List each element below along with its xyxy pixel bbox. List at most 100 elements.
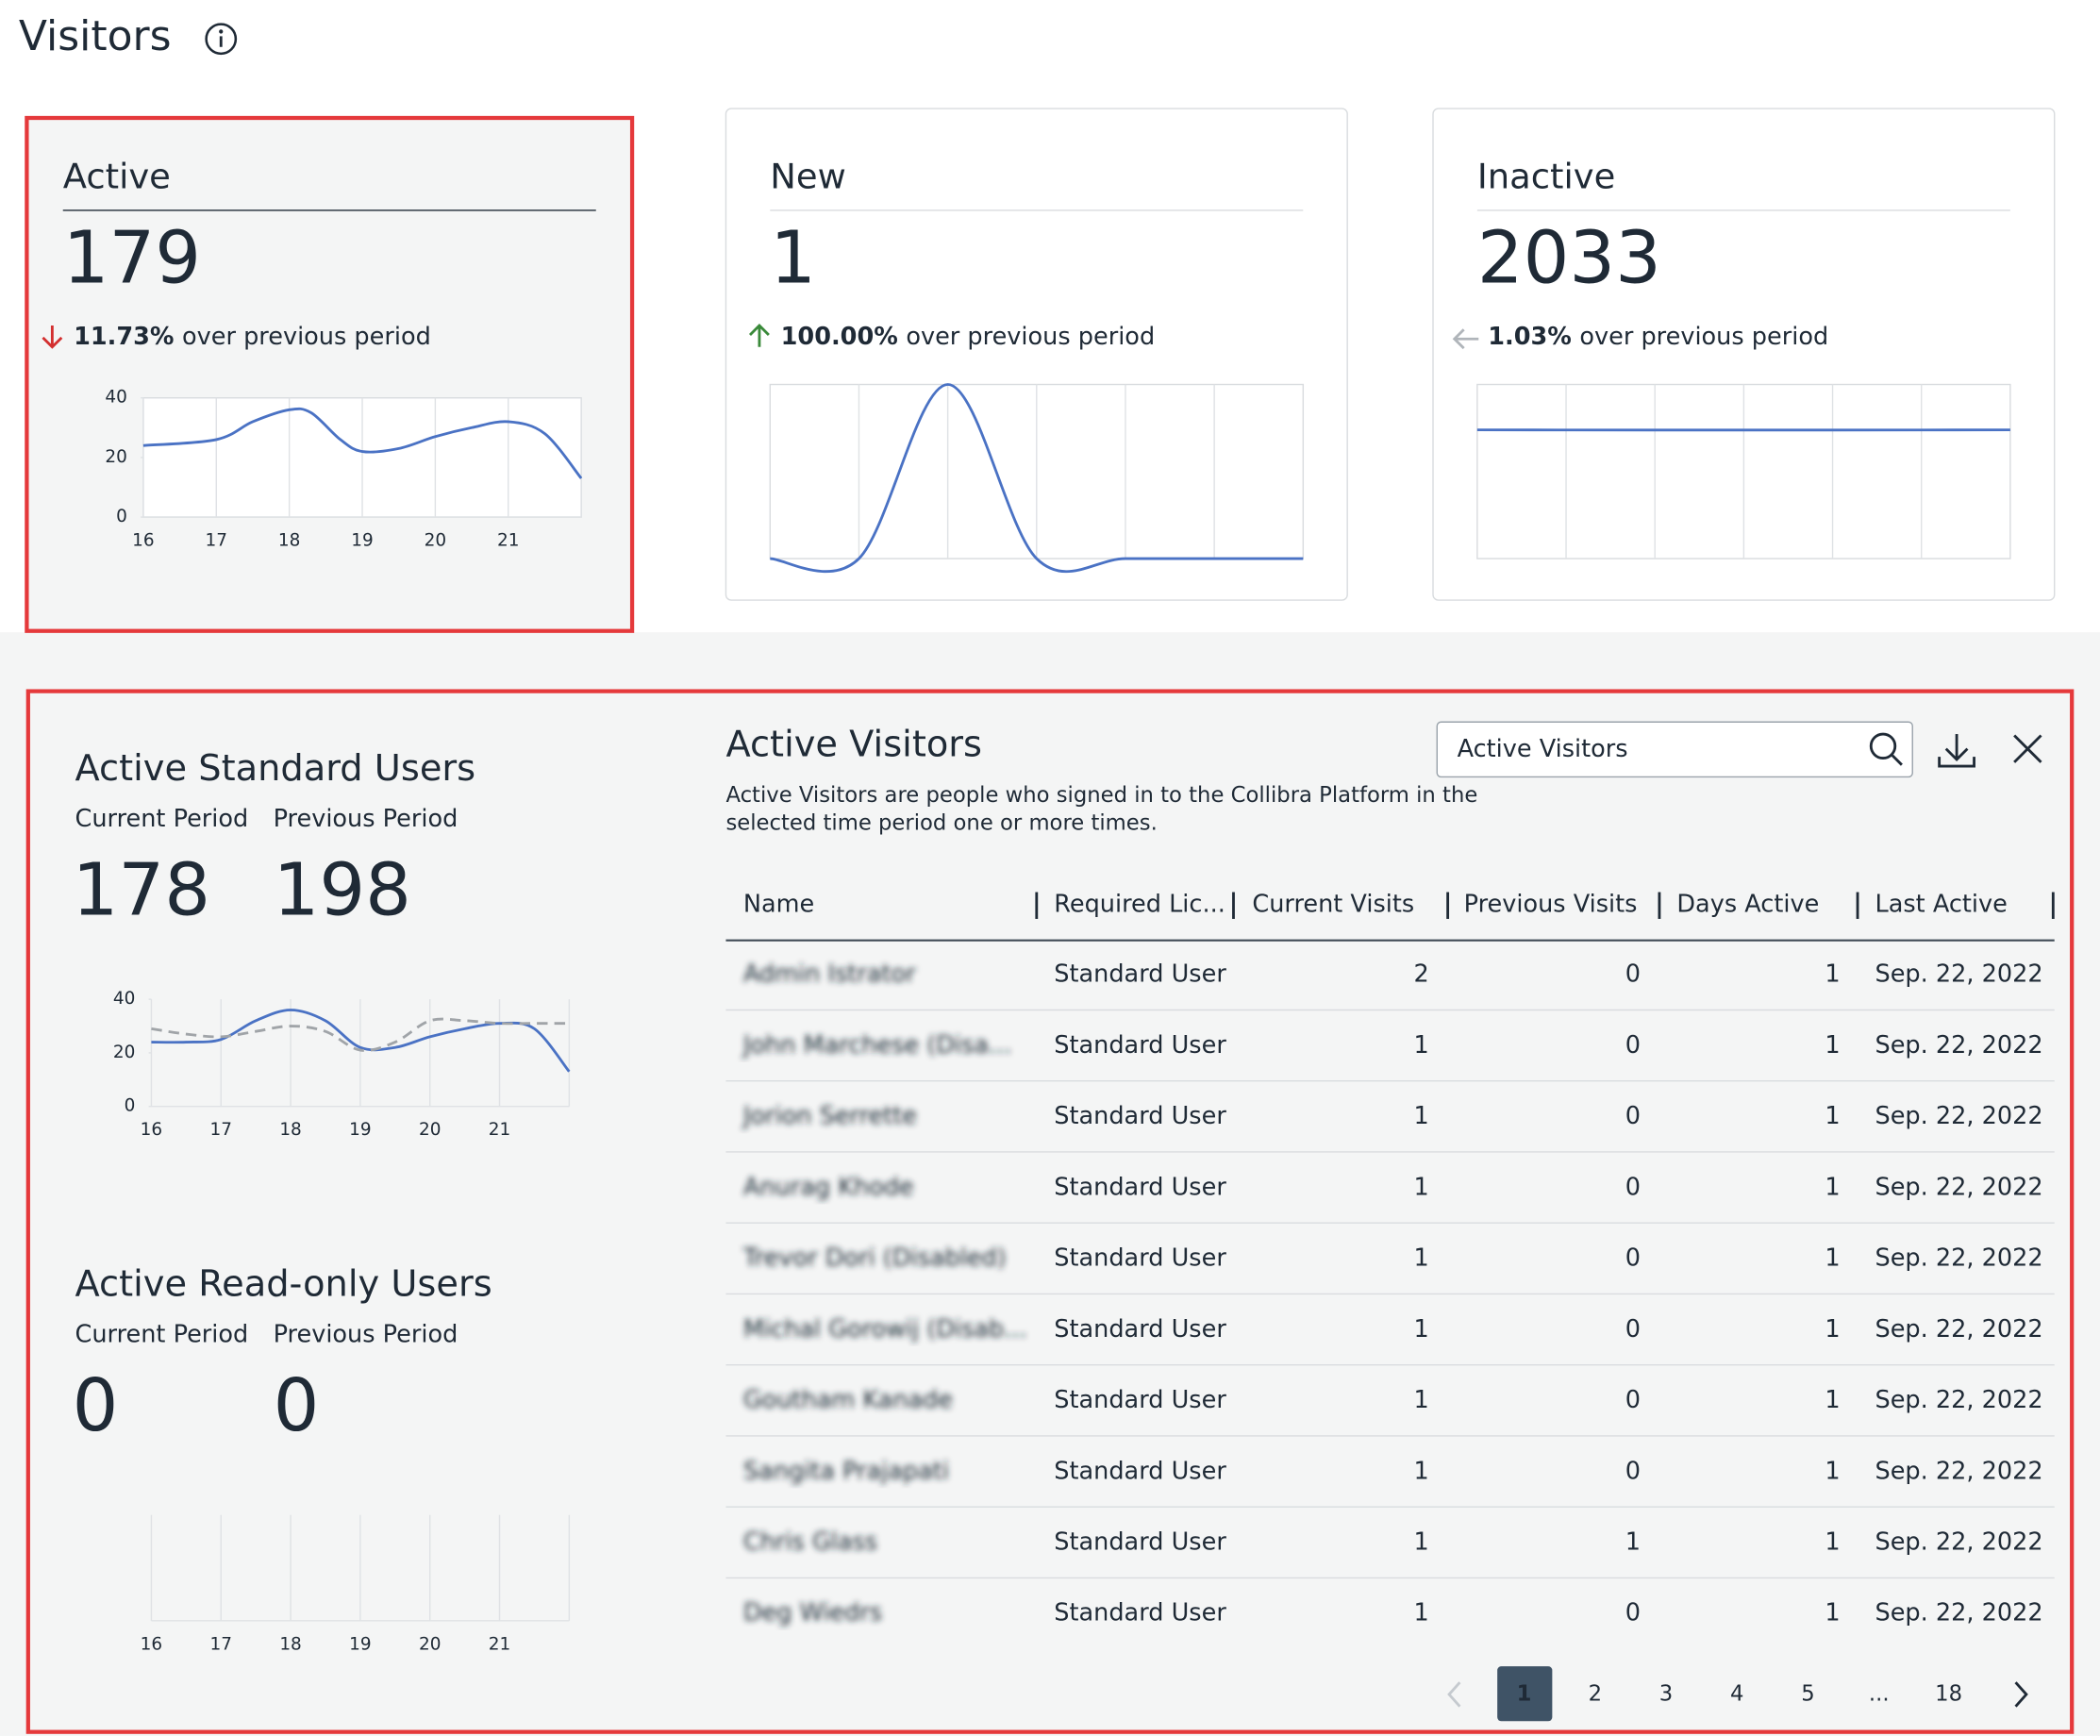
card-label: Inactive: [1477, 156, 1615, 196]
card-active[interactable]: [25, 115, 635, 633]
trend-arrow-up: [748, 324, 770, 347]
visitor-name: Michal Gorowij (Disab...: [743, 1315, 1027, 1344]
column-header: Days Active: [1676, 891, 1819, 919]
trend-arrow-down: [42, 326, 63, 349]
table-description: Active Visitors are people who signed in…: [725, 783, 1477, 808]
table-cell: Sep. 22, 2022: [1875, 1528, 2043, 1557]
table-cell: Sep. 22, 2022: [1875, 1457, 2043, 1485]
series-line: [142, 407, 583, 479]
visitor-name: Jorion Serrette: [742, 1102, 917, 1130]
column-header: Name: [743, 891, 814, 919]
column-header: Last Active: [1875, 891, 2008, 919]
current-value: 178: [73, 848, 210, 932]
change-text: over previous period: [1579, 323, 1828, 351]
page-number[interactable]: ...: [1869, 1681, 1890, 1706]
table-cell: 1: [1825, 1315, 1840, 1344]
card-label: New: [770, 156, 846, 196]
table-cell: 2: [1413, 960, 1428, 989]
previous-value: 198: [274, 848, 411, 932]
prev-page[interactable]: [1447, 1681, 1461, 1708]
download-icon[interactable]: [1938, 734, 1975, 768]
content: Visitors Active 179 11.73% over previous per…: [19, 12, 2055, 1708]
current-page-box[interactable]: [1497, 1666, 1553, 1722]
current-label: Current Period: [75, 1320, 249, 1348]
table-cell: Sep. 22, 2022: [1875, 1173, 2043, 1201]
y-tick-label: 20: [113, 1043, 135, 1062]
table-cell: 1: [1413, 1031, 1428, 1060]
table-cell: Sep. 22, 2022: [1875, 1386, 2043, 1414]
table-cell: 1: [1413, 1173, 1428, 1201]
table-cell: 1: [1413, 1457, 1428, 1485]
table-cell: Standard User: [1054, 1315, 1226, 1344]
current-value: 0: [73, 1364, 119, 1448]
series-line: [151, 1017, 570, 1052]
table-cell: 0: [1625, 1386, 1641, 1414]
search-box[interactable]: [1436, 721, 1913, 778]
table-cell: 0: [1625, 1315, 1641, 1344]
table-cell: 0: [1625, 1599, 1641, 1628]
table-cell: Sep. 22, 2022: [1875, 1102, 2043, 1130]
table-cell: Standard User: [1054, 1386, 1226, 1414]
table-cell: Standard User: [1054, 1457, 1226, 1485]
table-cell: 1: [1413, 1244, 1428, 1273]
table-cell: 1: [1825, 1599, 1840, 1628]
visitor-name: Trevor Dori (Disabled): [742, 1244, 1007, 1273]
info-icon[interactable]: [205, 23, 238, 56]
panel-title: Active Standard Users: [75, 747, 476, 790]
table-cell: Standard User: [1054, 1528, 1226, 1557]
table-cell: Standard User: [1054, 1599, 1226, 1628]
visitor-name: Deg Wiedrs: [743, 1599, 882, 1628]
search-icon[interactable]: [1869, 732, 1903, 766]
table-cell: 1: [1825, 1031, 1840, 1060]
x-tick-label: 16: [141, 1120, 162, 1140]
next-page[interactable]: [2014, 1681, 2028, 1708]
table-cell: Sep. 22, 2022: [1875, 1599, 2043, 1628]
table-cell: 1: [1825, 1457, 1840, 1485]
table-cell: 1: [1413, 1102, 1428, 1130]
change-text: over previous period: [906, 323, 1155, 351]
y-tick-label: 0: [116, 507, 127, 526]
change-value: 11.73%: [74, 323, 174, 351]
table-cell: 1: [1413, 1599, 1428, 1628]
y-tick-label: 40: [113, 989, 135, 1009]
page-title: Visitors: [19, 12, 172, 60]
series-line: [151, 1009, 571, 1073]
x-tick-label: 20: [425, 531, 446, 551]
table-cell: 1: [1825, 1173, 1840, 1201]
page-number[interactable]: 5: [1801, 1681, 1814, 1706]
x-tick-label: 20: [419, 1634, 441, 1654]
table-cell: 1: [1625, 1528, 1641, 1557]
table-cell: 0: [1625, 1031, 1641, 1060]
close-icon[interactable]: [2013, 734, 2042, 763]
table-cell: 1: [1825, 1386, 1840, 1414]
table-cell: 0: [1625, 1102, 1641, 1130]
table-cell: 1: [1825, 1528, 1840, 1557]
x-tick-label: 18: [279, 1120, 301, 1140]
page-number[interactable]: 2: [1589, 1681, 1602, 1706]
column-header: Required Lic...: [1054, 891, 1225, 919]
previous-label: Previous Period: [274, 1320, 458, 1348]
x-tick-label: 21: [489, 1634, 510, 1654]
x-tick-label: 17: [210, 1120, 232, 1140]
table-cell: Sep. 22, 2022: [1875, 1031, 2043, 1060]
bottom-bg: [0, 632, 2100, 1736]
x-tick-label: 19: [351, 531, 373, 551]
page-number[interactable]: 3: [1659, 1681, 1673, 1706]
previous-value: 0: [274, 1364, 320, 1448]
visitor-name: Chris Glass: [743, 1528, 877, 1557]
x-tick-label: 20: [419, 1120, 441, 1140]
table-title: Active Visitors: [725, 723, 982, 765]
table-cell: Sep. 22, 2022: [1875, 960, 2043, 989]
change-value: 100.00%: [781, 323, 898, 351]
table-cell: Standard User: [1054, 1173, 1226, 1201]
table-cell: 1: [1413, 1528, 1428, 1557]
visitor-name: Admin Istrator: [743, 960, 916, 989]
x-tick-label: 19: [349, 1634, 371, 1654]
page-number[interactable]: 18: [1935, 1681, 1962, 1706]
visitor-name: John Marchese (Disa...: [742, 1031, 1011, 1060]
page-number[interactable]: 1: [1517, 1681, 1532, 1706]
table-cell: Standard User: [1054, 1031, 1226, 1060]
page-number[interactable]: 4: [1730, 1681, 1743, 1706]
